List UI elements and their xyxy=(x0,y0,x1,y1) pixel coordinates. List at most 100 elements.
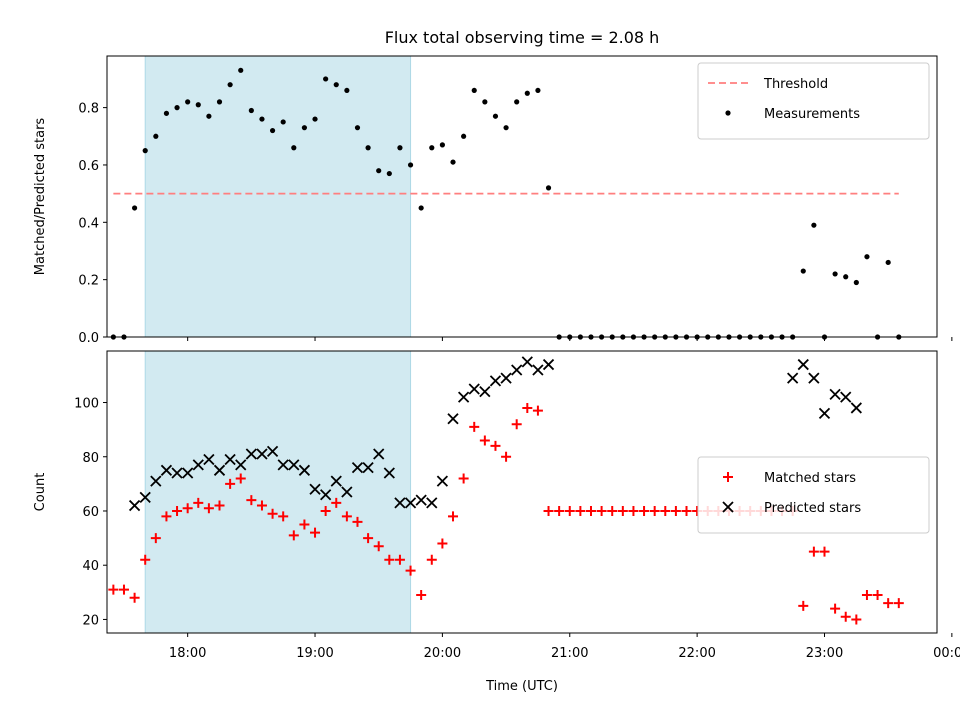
figure-title: Flux total observing time = 2.08 h xyxy=(385,28,660,47)
predicted-star-point xyxy=(479,386,491,398)
measurement-point xyxy=(163,110,170,116)
measurement-point xyxy=(323,76,329,82)
x-tick-label: 21:00 xyxy=(551,646,588,661)
predicted-star-point xyxy=(224,453,236,466)
x-tick-label: 19:00 xyxy=(296,646,333,661)
predicted-star-point xyxy=(128,499,141,512)
predicted-star-point xyxy=(245,448,257,460)
predicted-star-point xyxy=(160,464,173,476)
legend-predicted-swatch xyxy=(722,501,734,513)
matched-star-point xyxy=(331,497,342,508)
measurement-point xyxy=(439,142,445,148)
predicted-star-point xyxy=(404,497,417,509)
measurement-point xyxy=(482,99,488,105)
matched-star-point xyxy=(214,500,225,511)
matched-star-point xyxy=(522,402,533,413)
matched-star-point xyxy=(532,405,543,416)
measurement-point xyxy=(354,125,361,131)
matched-star-point xyxy=(310,527,321,538)
shaded-interval xyxy=(144,350,412,634)
measurement-point xyxy=(811,222,817,228)
y-tick-label: 0.6 xyxy=(78,159,99,174)
y-tick-label: 0.4 xyxy=(78,216,99,231)
measurement-point xyxy=(503,125,509,131)
predicted-star-point xyxy=(468,383,480,395)
matched-star-point xyxy=(585,505,596,516)
measurement-point xyxy=(216,99,223,105)
top-panel: 0.0 0.2 0.4 0.6 0.8 Matched/Predicted stars Th… xyxy=(33,55,953,346)
measurement-point xyxy=(185,99,191,105)
measurement-point xyxy=(386,170,392,177)
matched-star-point xyxy=(182,503,193,514)
measurement-point xyxy=(853,279,859,286)
matched-star-point xyxy=(617,505,628,516)
matched-star-point xyxy=(628,505,639,516)
measurement-point xyxy=(291,145,297,151)
axes-frame xyxy=(106,55,938,338)
measurement-point xyxy=(545,185,552,191)
measurement-point xyxy=(535,87,541,94)
matched-star-point xyxy=(225,478,236,489)
y-tick-label: 0.2 xyxy=(78,274,99,289)
x-tick-label: 23:00 xyxy=(806,646,843,661)
predicted-star-point xyxy=(808,372,820,384)
predicted-star-point xyxy=(850,402,862,414)
y-tick-label: 60 xyxy=(82,505,99,520)
predicted-star-point xyxy=(383,467,395,479)
measurement-point xyxy=(514,99,520,105)
predicted-star-point xyxy=(203,453,215,466)
bottom-panel: 20 40 60 80 100 18:00 19:00 20:00 21:00 22:00 23:0… xyxy=(33,350,960,661)
matched-star-point xyxy=(299,519,310,530)
predicted-star-point xyxy=(500,372,512,384)
predicted-star-point xyxy=(192,459,204,471)
predicted-star-point xyxy=(542,358,555,371)
matched-star-point xyxy=(883,598,894,609)
measurement-point xyxy=(333,82,339,88)
measurement-point xyxy=(429,145,435,151)
legend-measurement-swatch xyxy=(725,110,731,116)
measurement-point xyxy=(238,67,244,73)
matched-star-point xyxy=(575,505,586,516)
matched-star-point xyxy=(405,565,416,576)
predicted-star-point xyxy=(532,364,544,376)
matched-star-point xyxy=(437,538,448,549)
legend-box xyxy=(697,62,930,140)
predicted-star-point xyxy=(373,448,385,460)
legend-label: Predicted stars xyxy=(764,501,861,516)
measurement-point xyxy=(131,205,138,211)
measurement-point xyxy=(376,168,382,174)
matched-star-point xyxy=(808,546,819,557)
predicted-star-point xyxy=(829,388,841,401)
x-tick-label: 22:00 xyxy=(678,646,715,661)
matched-star-point xyxy=(384,554,395,565)
matched-star-point xyxy=(278,511,289,522)
matched-star-point xyxy=(469,421,480,432)
matched-star-point xyxy=(861,590,872,601)
predicted-star-point xyxy=(150,475,162,487)
legend-label: Measurements xyxy=(764,107,860,122)
measurement-point xyxy=(885,259,891,266)
measurement-point xyxy=(301,125,308,131)
matched-star-point xyxy=(490,440,501,451)
legend-matched-swatch xyxy=(723,472,733,482)
matched-star-point xyxy=(129,592,140,603)
measurement-point xyxy=(312,116,318,122)
y-tick-label: 20 xyxy=(82,613,99,628)
matched-star-point xyxy=(256,500,267,511)
measurement-point xyxy=(832,271,838,277)
matched-star-point xyxy=(681,505,692,516)
matched-star-point xyxy=(554,505,565,516)
matched-star-point xyxy=(819,546,830,557)
y-tick-label: 40 xyxy=(82,559,99,574)
matched-star-point xyxy=(872,590,883,601)
axes-frame xyxy=(106,350,938,634)
shaded-interval xyxy=(144,55,412,338)
matched-star-point xyxy=(394,554,405,565)
measurement-point xyxy=(461,133,467,139)
predicted-star-point xyxy=(436,475,449,487)
matched-star-point xyxy=(416,590,427,601)
measurement-point xyxy=(365,145,371,151)
matched-star-point xyxy=(830,603,841,614)
measurement-point xyxy=(280,119,286,125)
matched-star-point xyxy=(246,495,257,506)
